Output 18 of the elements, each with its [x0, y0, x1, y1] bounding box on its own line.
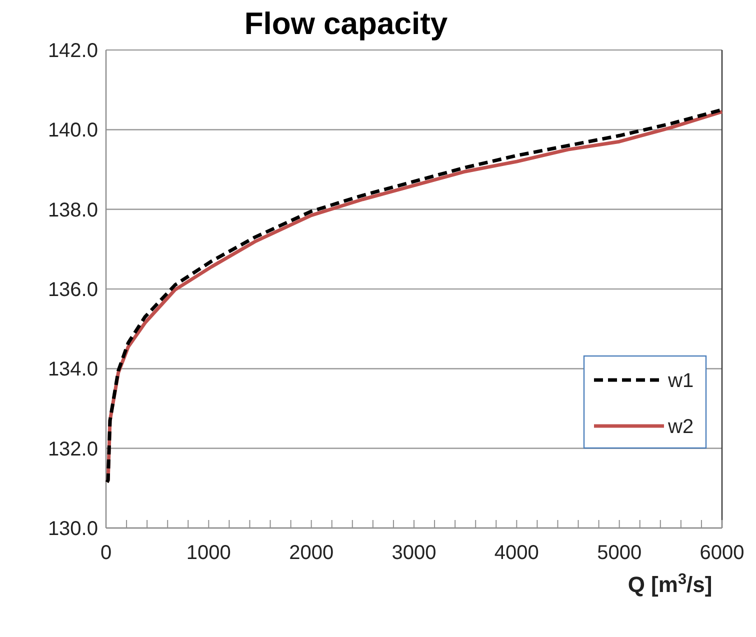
x-tick-label: 6000 [700, 542, 744, 564]
x-tick-label: 5000 [597, 542, 642, 564]
y-tick-label: 134.0 [48, 358, 98, 381]
chart-title: Flow capacity [244, 6, 448, 41]
y-tick-label: 130.0 [48, 518, 98, 540]
y-tick-label: 142.0 [48, 40, 98, 62]
y-tick-label: 140.0 [48, 120, 98, 142]
x-tick-label: 2000 [289, 542, 334, 564]
x-axis-title: Q [m$^{3}$/s] [628, 570, 712, 597]
x-tick-label: 0 [100, 542, 112, 564]
y-tick-label: 136.0 [48, 279, 98, 301]
legend-label: w1 [667, 370, 694, 392]
x-tick-label: 4000 [494, 542, 539, 564]
x-tick-label: 3000 [392, 542, 436, 564]
y-tick-label: 132.0 [48, 438, 98, 460]
legend-label: w2 [667, 416, 694, 438]
x-tick-label: 1000 [186, 542, 231, 564]
y-tick-label: 138.0 [48, 199, 98, 222]
